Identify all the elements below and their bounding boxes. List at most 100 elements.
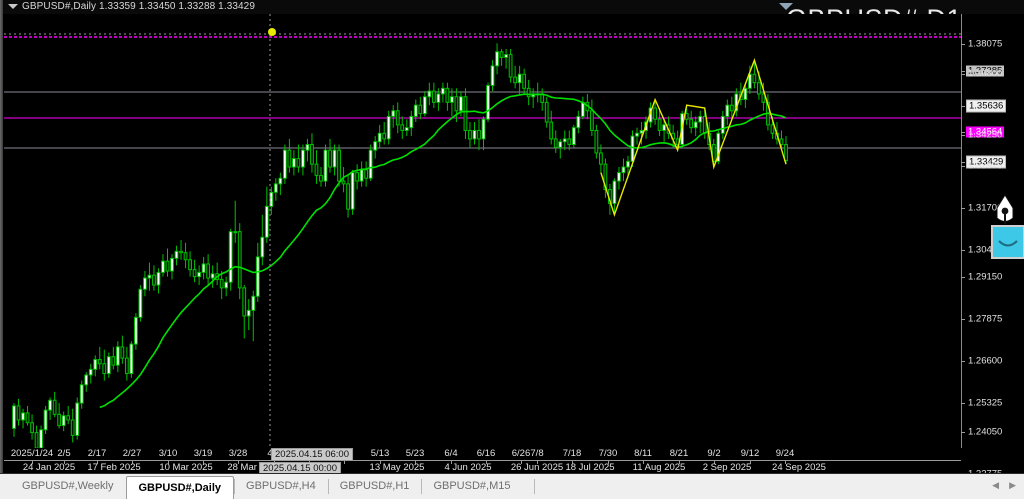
- time-tick: [643, 460, 644, 464]
- cyan-smile-box-icon[interactable]: [991, 225, 1024, 259]
- candle-body: [206, 263, 211, 279]
- tab-scroll-arrows[interactable]: ◀ ▶: [992, 480, 1016, 491]
- candle-body: [147, 274, 152, 279]
- candle-body: [368, 149, 373, 179]
- candle-body: [517, 73, 522, 84]
- candle-body: [743, 87, 748, 101]
- candle-body: [332, 149, 337, 168]
- tab-gbpusdh4[interactable]: GBPUSD#,H4: [234, 476, 328, 498]
- candle-body: [301, 149, 305, 168]
- candle-body: [391, 110, 396, 117]
- candle-body: [684, 113, 689, 120]
- candle-body: [422, 96, 427, 115]
- candle-body: [486, 85, 490, 120]
- candle-body: [224, 281, 229, 289]
- candle-body: [436, 93, 441, 103]
- price-tick: [961, 166, 965, 167]
- time-tick: [537, 460, 538, 464]
- candle-body: [431, 90, 436, 103]
- time-tick: [486, 460, 487, 464]
- time-label-full: 2 Sep 2025: [702, 462, 752, 473]
- time-tick: [608, 460, 609, 464]
- candle-body: [463, 96, 468, 131]
- time-scale[interactable]: 2025/1/242/52/172/273/103/193/284/94/225…: [4, 448, 961, 473]
- candle-body: [25, 412, 30, 424]
- candle-body: [603, 163, 608, 190]
- candle-body: [79, 384, 84, 404]
- candle-body: [43, 409, 48, 431]
- candle-body: [179, 250, 183, 254]
- candle-body: [242, 287, 247, 317]
- price-label: 1.34250: [968, 129, 1003, 141]
- candle-body: [657, 118, 662, 131]
- candle-body: [228, 231, 233, 283]
- candle-body: [305, 144, 310, 151]
- candle-body: [323, 149, 328, 182]
- collapse-caret-icon[interactable]: [8, 4, 18, 9]
- time-label-full: 24 Jan 2025: [22, 462, 76, 473]
- time-tick: [415, 460, 416, 464]
- candle-body: [499, 51, 504, 58]
- tab-gbpusddaily[interactable]: GBPUSD#,Daily: [125, 476, 235, 499]
- candle-body: [319, 174, 323, 182]
- candle-body: [337, 149, 341, 182]
- candle-body: [413, 104, 418, 117]
- time-tick: [714, 460, 715, 464]
- time-tick: [451, 460, 452, 464]
- time-label-short: 7/18: [562, 448, 582, 459]
- chart-window[interactable]: GBPUSD#,Daily 1.33359 1.33450 1.33288 1.…: [0, 0, 1024, 473]
- price-label: 1.37385: [966, 65, 1005, 77]
- time-label-short: 3/28: [228, 448, 248, 459]
- candle-body: [549, 121, 554, 140]
- candle-body: [88, 368, 93, 376]
- candle-body: [219, 278, 224, 289]
- time-label-short: 3/10: [158, 448, 178, 459]
- price-label: 1.27875: [968, 313, 1003, 325]
- tab-gbpusdweekly[interactable]: GBPUSD#,Weekly: [22, 480, 114, 492]
- tab-gbpusdh1[interactable]: GBPUSD#,H1: [327, 476, 422, 498]
- candle-body: [138, 288, 143, 318]
- candle-body: [93, 359, 98, 370]
- chart-tab-bar[interactable]: GBPUSD#,Weekly GBPUSD#,Daily GBPUSD#,H4 GBP…: [0, 473, 1024, 499]
- candle-body: [526, 87, 531, 98]
- candle-body: [580, 101, 585, 117]
- candle-body: [612, 180, 617, 205]
- candle-body: [508, 54, 513, 78]
- time-label-short: 2/5: [57, 448, 71, 459]
- zigzag-line: [600, 58, 787, 217]
- candle-body: [111, 356, 116, 366]
- candle-body: [287, 149, 292, 168]
- candle-body: [445, 87, 450, 103]
- candle-body: [693, 121, 698, 129]
- chart-dropdown-caret-icon[interactable]: [779, 3, 793, 10]
- crosshair: [4, 14, 961, 448]
- candle-body: [761, 93, 766, 103]
- candle-body: [97, 359, 102, 365]
- scroll-right-icon[interactable]: ▶: [1009, 480, 1016, 490]
- tab-gbpusdm15[interactable]: GBPUSD#,M15: [421, 476, 522, 498]
- candle-body: [273, 183, 278, 193]
- time-label-short: 6/16: [476, 448, 496, 459]
- scroll-left-icon[interactable]: ◀: [992, 480, 1000, 490]
- candle-body: [698, 115, 703, 123]
- time-tick: [572, 460, 573, 464]
- chart-plot-area[interactable]: [4, 14, 961, 448]
- candle-body: [386, 115, 391, 140]
- candle-body: [373, 141, 378, 151]
- price-scale[interactable]: 1.38075 1.37385 1.36800 1.35636 1.34564 1.342…: [961, 14, 1024, 473]
- candle-body: [558, 141, 563, 148]
- price-axis-line: [961, 14, 962, 448]
- time-label-full: 4 Jun 2025: [444, 462, 492, 473]
- candle-body: [314, 163, 319, 176]
- time-tick: [64, 460, 65, 464]
- candle-body: [129, 343, 134, 375]
- candle-body: [468, 129, 472, 140]
- candle-body: [495, 51, 499, 67]
- candle-body: [197, 271, 201, 278]
- time-label-short: 6/4: [444, 448, 458, 459]
- candle-body: [48, 399, 53, 411]
- time-tick: [97, 460, 98, 464]
- price-tick: [961, 250, 965, 251]
- candle-body: [594, 129, 599, 154]
- candle-body: [784, 144, 788, 162]
